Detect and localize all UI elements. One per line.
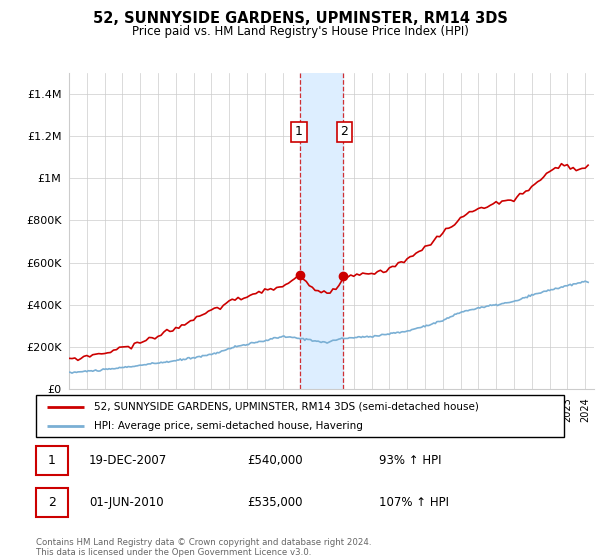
Bar	[36, 446, 68, 475]
Bar	[36, 488, 68, 517]
Text: 1: 1	[48, 454, 56, 467]
Bar	[300, 73, 343, 389]
Text: HPI: Average price, semi-detached house, Havering: HPI: Average price, semi-detached house,…	[94, 421, 363, 431]
Text: £535,000: £535,000	[247, 496, 303, 509]
Text: 93% ↑ HPI: 93% ↑ HPI	[379, 454, 442, 467]
Text: 107% ↑ HPI: 107% ↑ HPI	[379, 496, 449, 509]
Text: 1: 1	[295, 125, 303, 138]
Text: £540,000: £540,000	[247, 454, 303, 467]
Text: 2: 2	[340, 125, 348, 138]
Text: 01-JUN-2010: 01-JUN-2010	[89, 496, 163, 509]
Text: 19-DEC-2007: 19-DEC-2007	[89, 454, 167, 467]
Text: Contains HM Land Registry data © Crown copyright and database right 2024.
This d: Contains HM Land Registry data © Crown c…	[36, 538, 371, 557]
Text: 52, SUNNYSIDE GARDENS, UPMINSTER, RM14 3DS: 52, SUNNYSIDE GARDENS, UPMINSTER, RM14 3…	[92, 11, 508, 26]
Text: 52, SUNNYSIDE GARDENS, UPMINSTER, RM14 3DS (semi-detached house): 52, SUNNYSIDE GARDENS, UPMINSTER, RM14 3…	[94, 402, 479, 412]
Text: Price paid vs. HM Land Registry's House Price Index (HPI): Price paid vs. HM Land Registry's House …	[131, 25, 469, 38]
Text: 2: 2	[48, 496, 56, 509]
